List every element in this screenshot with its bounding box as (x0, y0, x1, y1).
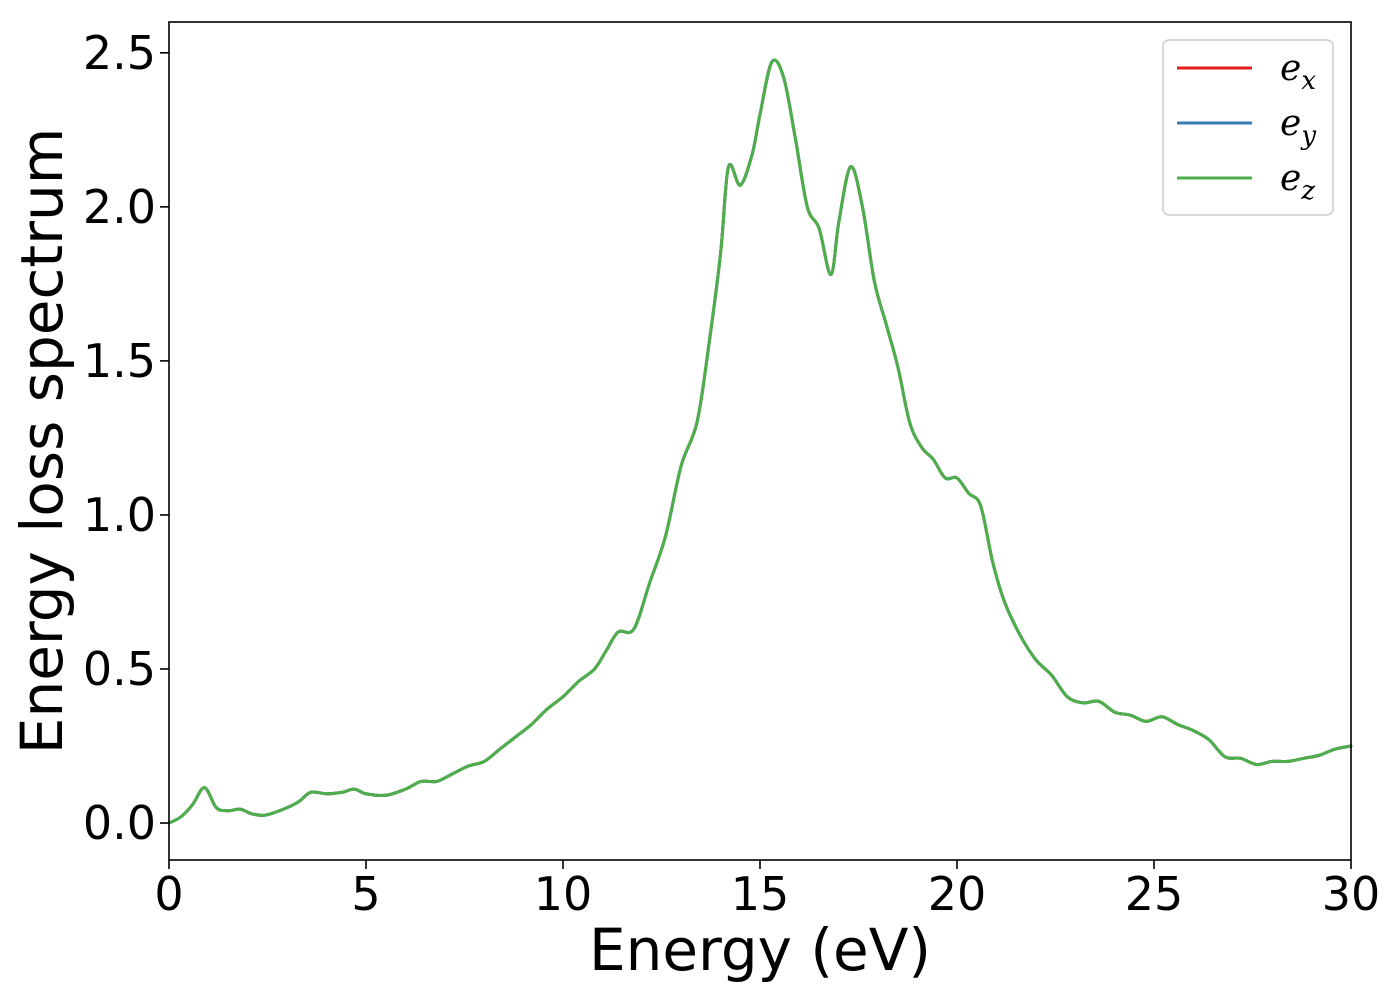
y-tick-label: 0.0 (83, 796, 156, 850)
legend-frame (1162, 39, 1334, 216)
x-tick-label: 0 (154, 867, 183, 921)
y-tick-label: 1.0 (83, 488, 156, 542)
x-axis-label: Energy (eV) (589, 916, 931, 984)
series-layer (167, 58, 1353, 825)
x-tick-label: 15 (731, 867, 790, 921)
y-tick-label: 2.0 (83, 180, 156, 234)
x-tick-label: 5 (351, 867, 380, 921)
legend-entries: ex ey ez (1177, 48, 1316, 206)
y-axis-ticks: 0.0 0.5 1.0 1.5 2.0 2.5 (83, 26, 169, 850)
y-tick-label: 2.5 (83, 26, 156, 80)
legend-label: ez (1280, 158, 1315, 206)
y-tick-label: 0.5 (83, 642, 156, 696)
x-tick-label: 25 (1125, 867, 1184, 921)
x-tick-label: 20 (928, 867, 987, 921)
series-line-e-z (167, 58, 1353, 825)
y-axis-label: Energy loss spectrum (8, 128, 76, 754)
x-tick-label: 10 (534, 867, 593, 921)
y-tick-label: 1.5 (83, 334, 156, 388)
x-axis-ticks: 0 5 10 15 20 25 30 (154, 860, 1380, 921)
legend: ex ey ez (1162, 39, 1334, 216)
legend-label: ex (1280, 48, 1316, 96)
x-tick-label: 30 (1322, 867, 1381, 921)
legend-label: ey (1280, 103, 1316, 151)
